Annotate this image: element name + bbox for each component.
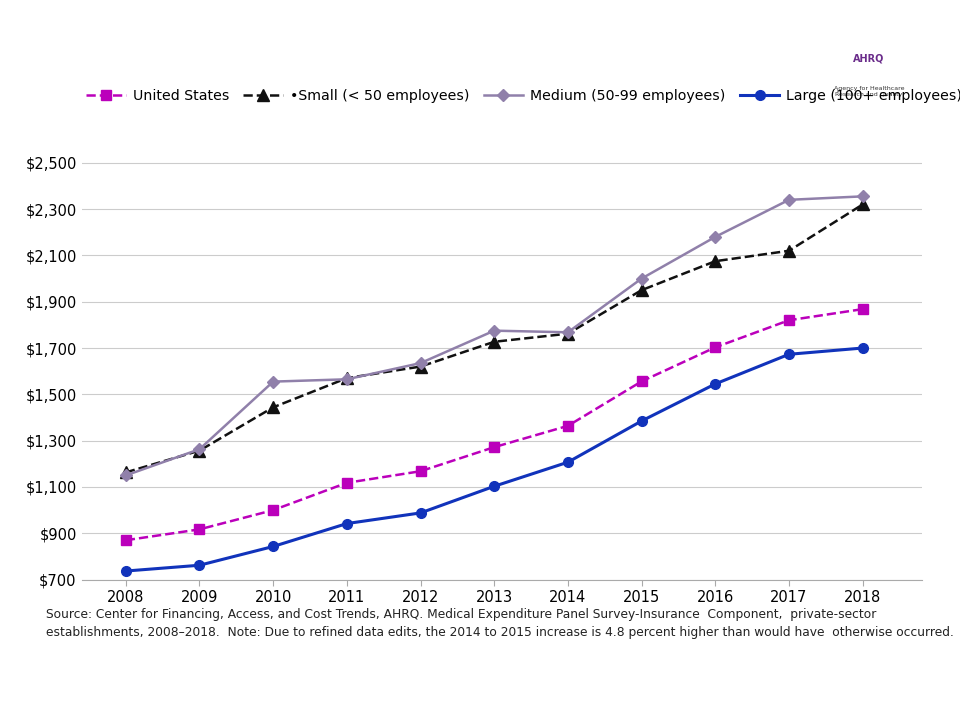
- Text: Source: Center for Financing, Access, and Cost Trends, AHRQ. Medical Expenditure: Source: Center for Financing, Access, an…: [46, 608, 954, 639]
- Legend: United States, •Small (< 50 employees), Medium (50-99 employees), Large (100+ em: United States, •Small (< 50 employees), …: [81, 84, 960, 109]
- Text: Agency for Healthcare
Research and Quality: Agency for Healthcare Research and Quali…: [833, 86, 904, 97]
- Ellipse shape: [814, 8, 924, 128]
- Text: Figure 14. Average individual  deductible (in dollars) per private-
sector emplo: Figure 14. Average individual deductible…: [73, 25, 753, 93]
- Text: AHRQ: AHRQ: [853, 54, 884, 64]
